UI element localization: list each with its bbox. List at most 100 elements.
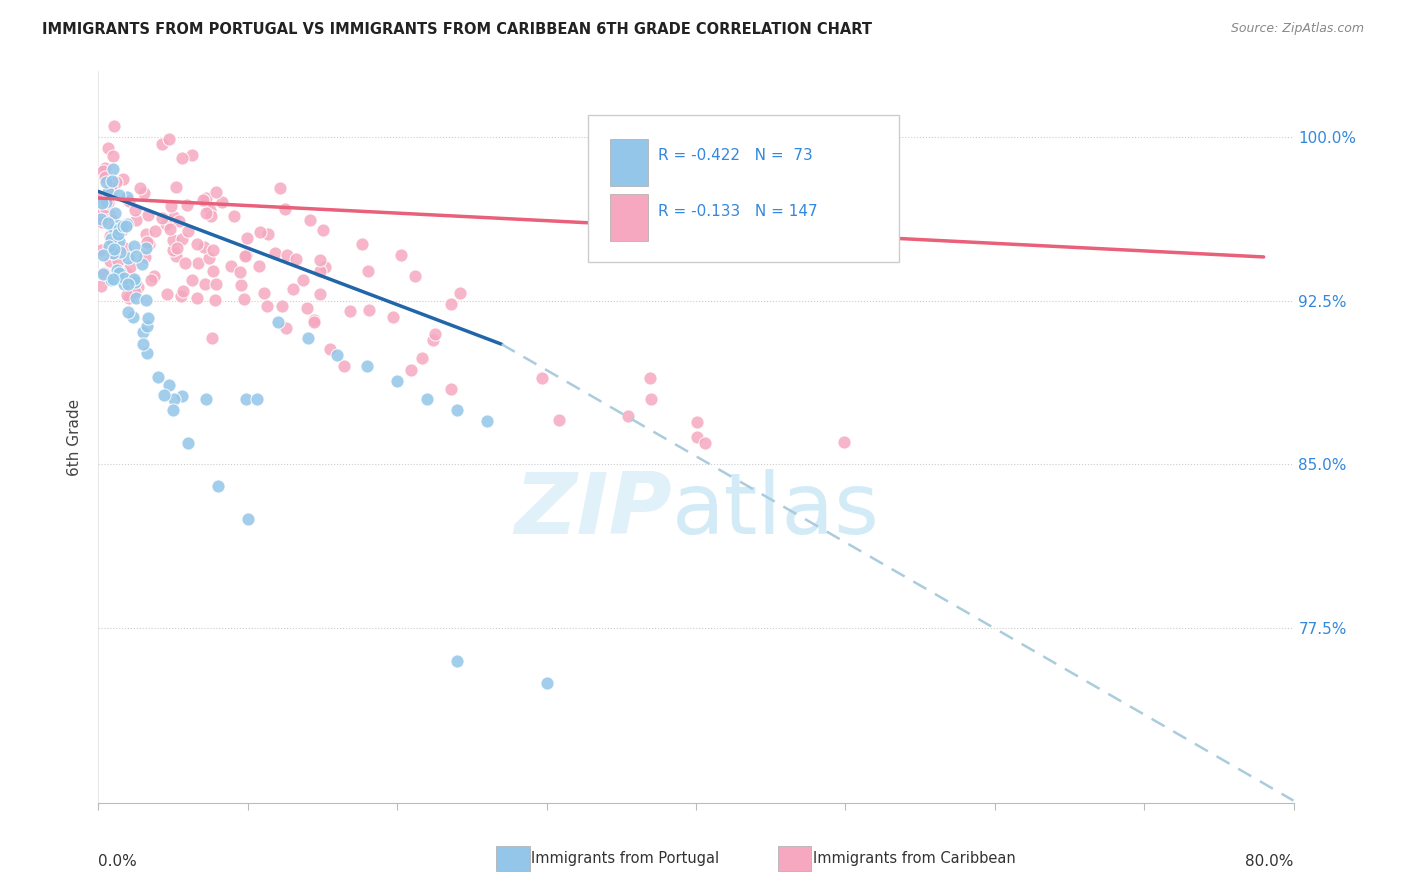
Point	[132, 186, 155, 201]
Point	[104, 206, 127, 220]
Point	[177, 435, 200, 450]
Point	[148, 370, 170, 384]
Point	[172, 232, 194, 246]
Point	[98, 208, 121, 222]
Point	[302, 315, 325, 329]
Point	[162, 210, 184, 224]
Point	[298, 212, 321, 227]
Point	[229, 264, 252, 278]
Point	[118, 268, 141, 283]
FancyBboxPatch shape	[589, 115, 900, 261]
Point	[117, 304, 139, 318]
Point	[264, 245, 287, 260]
Point	[195, 392, 218, 406]
FancyBboxPatch shape	[610, 194, 648, 241]
Point	[274, 321, 297, 335]
Point	[118, 291, 141, 305]
Point	[181, 148, 204, 162]
Point	[105, 218, 128, 232]
Point	[94, 169, 117, 184]
Point	[124, 213, 146, 227]
FancyBboxPatch shape	[610, 139, 648, 186]
Point	[276, 248, 298, 262]
Point	[103, 242, 125, 256]
Point	[108, 222, 131, 236]
Point	[150, 211, 173, 225]
Point	[399, 363, 422, 377]
Point	[170, 389, 193, 403]
Point	[202, 243, 225, 257]
Point	[165, 180, 187, 194]
Text: Immigrants from Caribbean: Immigrants from Caribbean	[813, 851, 1015, 865]
Point	[211, 195, 233, 210]
Point	[111, 223, 134, 237]
Point	[94, 175, 117, 189]
Point	[257, 227, 280, 241]
Point	[94, 201, 117, 215]
Point	[236, 231, 259, 245]
Text: IMMIGRANTS FROM PORTUGAL VS IMMIGRANTS FROM CARIBBEAN 6TH GRADE CORRELATION CHAR: IMMIGRANTS FROM PORTUGAL VS IMMIGRANTS F…	[42, 22, 872, 37]
Point	[548, 413, 571, 427]
Point	[122, 239, 145, 253]
Point	[94, 161, 117, 176]
Point	[101, 174, 124, 188]
Point	[308, 287, 330, 301]
Point	[186, 255, 208, 269]
Point	[90, 279, 112, 293]
Point	[138, 310, 160, 325]
Point	[686, 416, 709, 430]
Point	[283, 282, 305, 296]
Point	[204, 277, 226, 291]
Point	[159, 131, 181, 145]
Point	[90, 244, 112, 258]
Point	[108, 235, 131, 249]
Point	[136, 319, 159, 334]
Point	[200, 331, 222, 345]
Point	[446, 402, 468, 417]
Point	[114, 219, 136, 233]
Point	[100, 180, 122, 194]
Point	[172, 285, 194, 299]
Point	[186, 237, 208, 252]
Point	[235, 249, 257, 263]
Point	[194, 277, 217, 291]
Point	[617, 409, 640, 423]
Point	[100, 273, 122, 287]
Point	[97, 196, 120, 211]
Point	[152, 136, 174, 151]
Text: R = -0.422   N =  73: R = -0.422 N = 73	[658, 148, 813, 163]
Point	[309, 264, 332, 278]
Point	[475, 414, 498, 428]
Point	[385, 375, 409, 389]
Point	[114, 271, 136, 285]
Point	[91, 190, 114, 204]
Point	[101, 162, 124, 177]
Point	[125, 291, 148, 305]
Point	[93, 266, 115, 280]
Point	[446, 654, 468, 668]
Point	[122, 310, 145, 324]
Point	[246, 392, 269, 406]
Point	[142, 268, 165, 283]
Point	[224, 209, 246, 223]
Point	[219, 260, 242, 274]
Point	[381, 310, 404, 324]
Point	[117, 251, 139, 265]
Point	[107, 254, 129, 268]
Point	[309, 252, 332, 267]
Point	[124, 275, 146, 289]
Point	[124, 285, 146, 300]
Point	[91, 267, 114, 281]
Point	[91, 248, 114, 262]
Y-axis label: 6th Grade: 6th Grade	[67, 399, 83, 475]
Point	[127, 280, 149, 294]
Point	[115, 190, 138, 204]
Point	[115, 288, 138, 302]
Point	[166, 249, 188, 263]
Point	[207, 479, 229, 493]
Point	[236, 512, 259, 526]
Point	[117, 277, 139, 291]
Point	[530, 371, 553, 385]
Point	[198, 252, 221, 266]
Point	[107, 227, 129, 241]
